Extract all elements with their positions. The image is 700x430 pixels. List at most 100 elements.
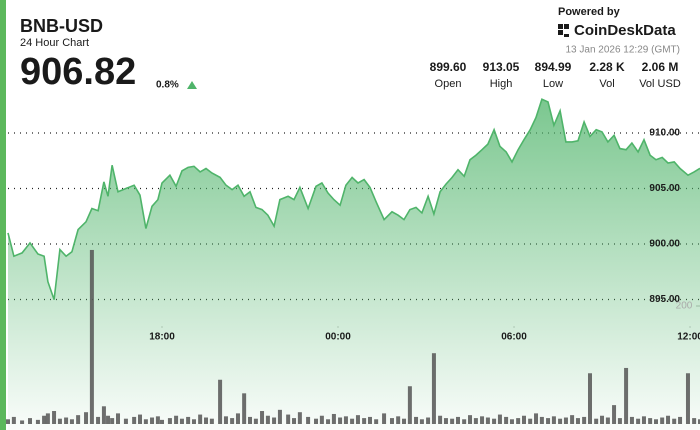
volume-bar: [534, 413, 539, 424]
volume-bar: [45, 413, 50, 424]
volume-bar: [101, 406, 106, 424]
y-tick-label: 895.00: [649, 294, 680, 305]
volume-bar: [260, 411, 265, 424]
volume-bar: [272, 417, 277, 424]
volume-bar: [660, 417, 665, 424]
volume-bar: [191, 419, 196, 424]
volume-bar: [362, 418, 367, 424]
volume-bar: [407, 386, 412, 424]
volume-bar: [235, 413, 240, 424]
axis-labels: 895.00 900.00 905.00 910.00 200 18:00 00:00 06:…: [149, 128, 700, 343]
volume-bar: [648, 418, 653, 424]
volume-bar: [636, 418, 641, 424]
stat-value: 899.60: [430, 60, 467, 74]
change: 0.8%: [156, 80, 179, 91]
volume-bar: [419, 419, 424, 424]
volume-bar: [123, 418, 128, 424]
volume-bar: [28, 418, 33, 424]
volume-bar: [11, 416, 16, 424]
stat-value: 2.28 K: [589, 60, 625, 74]
volume-bar: [57, 418, 62, 424]
y2-tick-label: 200: [676, 301, 693, 312]
volume-bar: [692, 418, 697, 424]
volume-bar: [20, 420, 25, 424]
volume-bar: [218, 379, 223, 424]
plot-area: 895.00 900.00 905.00 910.00 200 18:00 00:00 06:…: [6, 98, 700, 430]
volume-bar: [685, 373, 690, 424]
x-tick-label: 18:00: [149, 332, 175, 343]
volume-bar: [106, 415, 111, 424]
volume-bar: [174, 415, 179, 424]
volume-bar: [594, 418, 599, 424]
volume-bar: [672, 418, 677, 424]
volume-bar: [179, 418, 184, 424]
volume-bar: [612, 405, 617, 424]
stats: 899.60 Open 913.05 High 894.99 Low 2.28 K Vol 2.…: [430, 60, 681, 90]
volume-bar: [443, 418, 448, 424]
volume-bar: [110, 418, 115, 424]
volume-bar: [248, 416, 253, 424]
volume-bar: [6, 419, 10, 424]
volume-bar: [473, 418, 478, 424]
stat-label: Low: [543, 78, 563, 90]
volume-bar: [629, 416, 634, 424]
stat-label: Open: [435, 78, 462, 90]
volume-bar: [455, 416, 460, 424]
stat-label: High: [490, 78, 513, 90]
volume-bar: [89, 249, 94, 424]
volume-bar: [528, 418, 533, 424]
volume-bar: [209, 418, 214, 424]
price-area: [8, 99, 700, 430]
volume-bar: [150, 417, 155, 424]
up-arrow: [187, 81, 197, 89]
brand: CoinDeskData: [574, 22, 676, 39]
volume-bar: [292, 418, 297, 424]
brand-icon: [558, 24, 569, 37]
y-tick-label: 905.00: [649, 183, 680, 194]
volume-bar: [438, 415, 443, 424]
volume-bar: [319, 415, 324, 424]
powered-by: Powered by: [558, 6, 621, 18]
volume-bar: [286, 414, 291, 424]
volume-bar: [485, 417, 490, 424]
volume-bar: [350, 418, 355, 424]
volume-bar: [521, 415, 526, 424]
volume-bar: [223, 416, 228, 424]
volume-bar: [575, 418, 580, 424]
volume-bar: [52, 411, 57, 424]
volume-bar: [230, 418, 235, 424]
volume-bar: [497, 414, 502, 424]
volume-bar: [492, 418, 497, 424]
volume-bar: [389, 418, 394, 424]
volume-bar: [116, 413, 121, 424]
volume-bar: [539, 416, 544, 424]
volume-bar: [426, 417, 431, 424]
volume-bar: [480, 416, 485, 424]
volume-bar: [504, 416, 509, 424]
volume-bar: [160, 419, 165, 424]
volume-bar: [326, 419, 331, 424]
volume-bar: [624, 367, 629, 424]
volume-bar: [355, 415, 360, 424]
volume-bar: [198, 414, 203, 424]
volume-bar: [570, 415, 575, 424]
stat-value: 913.05: [483, 60, 520, 74]
volume-bar: [143, 419, 148, 424]
volume-bar: [558, 418, 563, 424]
x-tick-label: 12:00: [677, 332, 700, 343]
volume-bar: [450, 418, 455, 424]
price-line: [7, 98, 700, 300]
volume-bar: [678, 416, 683, 424]
price: 906.82: [20, 51, 136, 93]
volume-bar: [641, 416, 646, 424]
volume-bar: [468, 415, 473, 424]
volume-bar: [414, 416, 419, 424]
y-tick-label: 910.00: [649, 128, 680, 139]
volume-bar: [35, 419, 40, 424]
volume-bar: [242, 393, 247, 424]
subtitle: 24 Hour Chart: [20, 37, 89, 49]
volume-bar: [605, 417, 610, 424]
volume-bar: [367, 416, 372, 424]
volume-bar: [343, 416, 348, 424]
